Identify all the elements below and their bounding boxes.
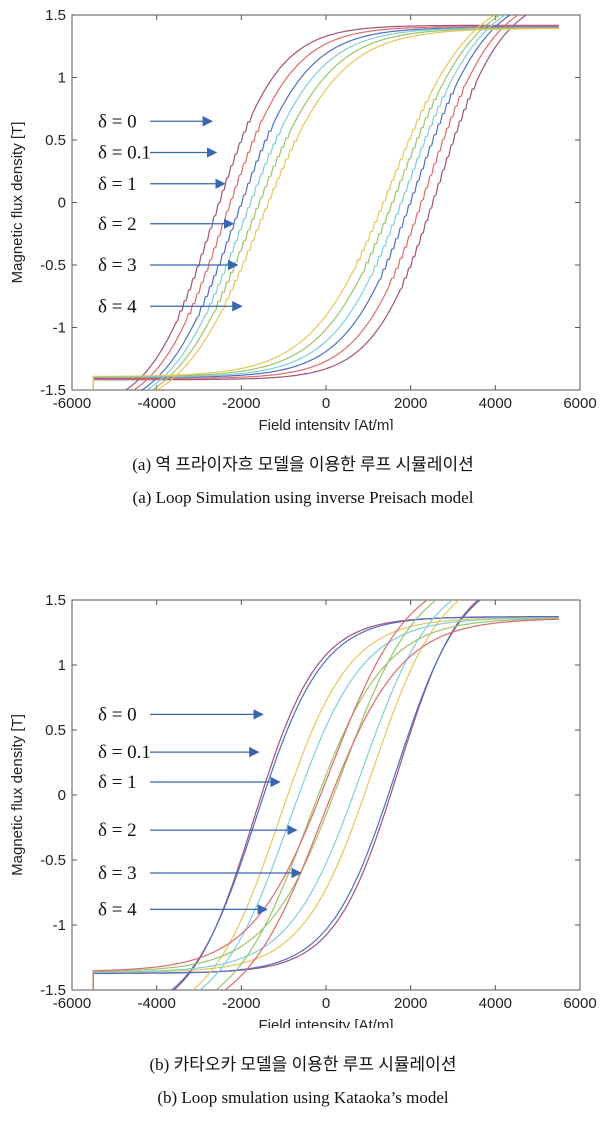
chart-b-delta-label-1: δ = 0.1	[98, 742, 151, 763]
chart-b-series-group	[92, 600, 559, 990]
chart-a-loop-series-2	[92, 15, 559, 390]
chart-b-ytick-label: 0	[58, 787, 66, 804]
chart-a-loop-series-0	[92, 15, 559, 390]
chart-a-xtick-label: -4000	[137, 395, 175, 412]
chart-a-loop-series-4	[92, 15, 559, 390]
caption-a-korean: (a) 역 프라이자흐 모델을 이용한 루프 시뮬레이션	[132, 455, 474, 474]
chart-b-xtick-label: 2000	[394, 995, 427, 1012]
chart-a-delta-label-0: δ = 0	[98, 111, 137, 132]
chart-a-xtick-label: 6000	[563, 395, 596, 412]
chart-a-ytick-label: 1.5	[45, 7, 66, 24]
chart-a-xtick-label: 4000	[479, 395, 512, 412]
chart-a-xlabel: Field intensity [At/m]	[258, 417, 393, 430]
chart-b-ytick-label: -0.5	[40, 852, 66, 869]
chart-b-ytick-label: 1.5	[45, 592, 66, 609]
caption-b-korean: (b) 카타오카 모델을 이용한 루프 시뮬레이션	[149, 1055, 457, 1074]
chart-b-ytick-label: -1.5	[40, 982, 66, 999]
chart-a-ytick-label: 0.5	[45, 132, 66, 149]
caption-a-english: (a) Loop Simulation using inverse Preisa…	[132, 488, 474, 507]
chart-b-plot-frame	[71, 599, 581, 991]
chart-b-xlabel: Field intensity [At/m]	[258, 1017, 393, 1028]
chart-a-delta-label-3: δ = 2	[98, 214, 137, 235]
caption-b-english: (b) Loop smulation using Kataoka’s model	[157, 1088, 449, 1107]
chart-b-xtick-label: 4000	[479, 995, 512, 1012]
chart-b-delta-label-5: δ = 4	[98, 899, 137, 920]
chart-a-delta-label-5: δ = 4	[98, 296, 137, 317]
chart-a-loop-series-5	[92, 15, 559, 390]
chart-b-ytick-label: 1	[58, 657, 66, 674]
chart-a-xtick-label: -2000	[222, 395, 260, 412]
chart-a-delta-label-1: δ = 0.1	[98, 143, 151, 164]
chart-b-ytick-label: 0.5	[45, 722, 66, 739]
chart-b-delta-label-4: δ = 3	[98, 863, 137, 884]
chart-a-ylabel: Magnetic flux density [T]	[9, 122, 26, 284]
chart-b-xtick-label: 0	[322, 995, 330, 1012]
chart-b-xtick-label: 6000	[563, 995, 596, 1012]
chart-a-xtick-label: -6000	[53, 395, 91, 412]
chart-b-xtick-label: -2000	[222, 995, 260, 1012]
chart-b-delta-label-3: δ = 2	[98, 820, 137, 841]
chart-a-series-group	[92, 15, 559, 390]
chart-a-ytick-label: -0.5	[40, 257, 66, 274]
chart-a-loop-series-3	[92, 15, 559, 390]
chart-b-ylabel: Magnetic flux density [T]	[9, 714, 26, 876]
chart-a-delta-label-2: δ = 1	[98, 174, 137, 195]
chart-b-delta-label-0: δ = 0	[98, 704, 137, 725]
chart-b-xtick-label: -6000	[53, 995, 91, 1012]
chart-b-ytick-label: -1	[53, 917, 66, 934]
chart-a-xtick-label: 2000	[394, 395, 427, 412]
chart-b-loop-series-1	[92, 600, 559, 990]
chart-b-loop-series-4	[92, 600, 559, 990]
chart-a-ytick-label: -1	[53, 320, 66, 337]
chart-b-kataoka: -6000 -4000 -2000 0 2000 4000 6000 1.5 1 0.5 0 -0.5…	[9, 592, 597, 1028]
chart-b-loop-series-2	[92, 600, 559, 990]
chart-a-ytick-label: -1.5	[40, 382, 66, 399]
chart-b-loop-series-0	[92, 600, 559, 990]
chart-b-loop-series-3	[92, 600, 559, 990]
chart-a-inverse-preisach: -6000 -4000 -2000 0 2000 4000 6000 1.5 1 0.5 0 -0.5…	[9, 7, 597, 430]
chart-a-ytick-label: 0	[58, 195, 66, 212]
chart-a-xtick-label: 0	[322, 395, 330, 412]
chart-b-delta-label-2: δ = 1	[98, 772, 137, 793]
chart-a-loop-series-1	[92, 15, 559, 390]
chart-a-ytick-label: 1	[58, 70, 66, 87]
chart-a-delta-label-4: δ = 3	[98, 255, 137, 276]
chart-b-loop-series-5	[92, 600, 559, 990]
chart-a-plot-frame	[71, 14, 581, 391]
chart-b-xtick-label: -4000	[137, 995, 175, 1012]
